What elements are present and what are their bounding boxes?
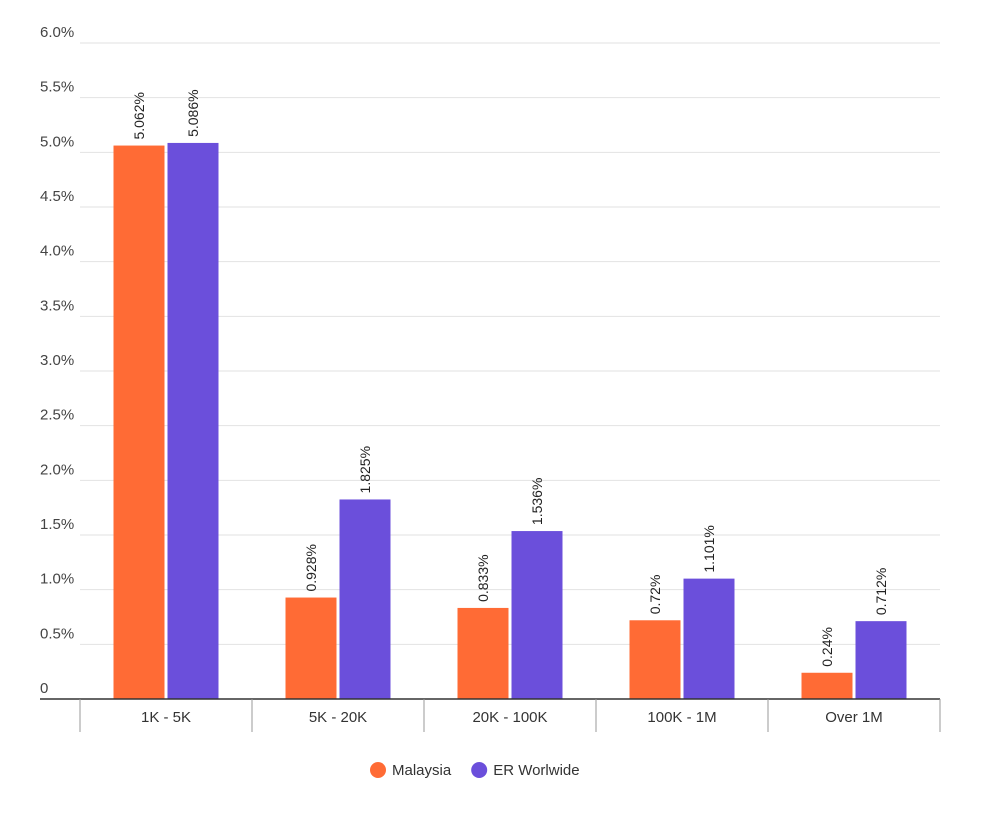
- data-label: 0.24%: [819, 627, 835, 667]
- y-tick-label: 5.5%: [40, 79, 74, 96]
- bar-er-worlwide[interactable]: [167, 142, 219, 699]
- data-label: 1.536%: [529, 478, 545, 525]
- data-label: 1.101%: [701, 525, 717, 572]
- y-tick-label: 4.5%: [40, 188, 74, 205]
- data-label: 0.833%: [475, 554, 491, 601]
- y-axis-ticks: 0 0.5% 1.0% 1.5% 2.0% 2.5% 3.0% 3.5% 4.0% 4.5% 5.0…: [40, 24, 74, 697]
- data-label: 0.72%: [647, 575, 663, 615]
- y-tick-label: 4.0%: [40, 243, 74, 260]
- data-label: 5.062%: [131, 92, 147, 139]
- y-tick-label: 6.0%: [40, 24, 74, 41]
- bar-malaysia[interactable]: [629, 620, 681, 699]
- bar-er-worlwide[interactable]: [683, 578, 735, 699]
- bar-er-worlwide[interactable]: [855, 621, 907, 699]
- y-tick-label: 0.5%: [40, 625, 74, 642]
- bar-malaysia[interactable]: [285, 597, 337, 699]
- bar-er-worlwide[interactable]: [339, 499, 391, 699]
- y-tick-label: 1.0%: [40, 571, 74, 588]
- data-label: 1.825%: [357, 446, 373, 493]
- y-tick-label: 2.0%: [40, 461, 74, 478]
- bar-malaysia[interactable]: [457, 607, 509, 699]
- legend-swatch: [370, 762, 386, 778]
- x-category-label: 100K - 1M: [647, 709, 716, 726]
- data-labels: 5.062% 5.086% 0.928% 1.825% 0.833% 1.536% 0.72…: [131, 89, 889, 666]
- y-tick-label: 1.5%: [40, 516, 74, 533]
- data-label: 0.928%: [303, 544, 319, 591]
- y-tick-label: 0: [40, 680, 48, 697]
- legend-swatch: [471, 762, 488, 778]
- data-label: 5.086%: [185, 89, 201, 136]
- legend: Malaysia ER Worlwide: [370, 762, 580, 779]
- y-tick-label: 3.5%: [40, 297, 74, 314]
- legend-label: Malaysia: [392, 762, 452, 779]
- bar-er-worlwide[interactable]: [511, 531, 563, 699]
- bar-malaysia[interactable]: [801, 672, 853, 699]
- y-tick-label: 3.0%: [40, 352, 74, 369]
- bar-malaysia[interactable]: [113, 145, 165, 699]
- data-label: 0.712%: [873, 568, 889, 615]
- bars: [113, 142, 907, 699]
- gridlines: [80, 42, 940, 645]
- x-category-label: 1K - 5K: [141, 709, 191, 726]
- y-tick-label: 5.0%: [40, 133, 74, 150]
- x-category-label: Over 1M: [825, 709, 883, 726]
- x-category-label: 5K - 20K: [309, 709, 367, 726]
- x-category-label: 20K - 100K: [472, 709, 547, 726]
- y-tick-label: 2.5%: [40, 407, 74, 424]
- legend-label: ER Worlwide: [493, 762, 579, 779]
- x-axis: 1K - 5K 5K - 20K 20K - 100K 100K - 1M Over 1…: [40, 698, 941, 732]
